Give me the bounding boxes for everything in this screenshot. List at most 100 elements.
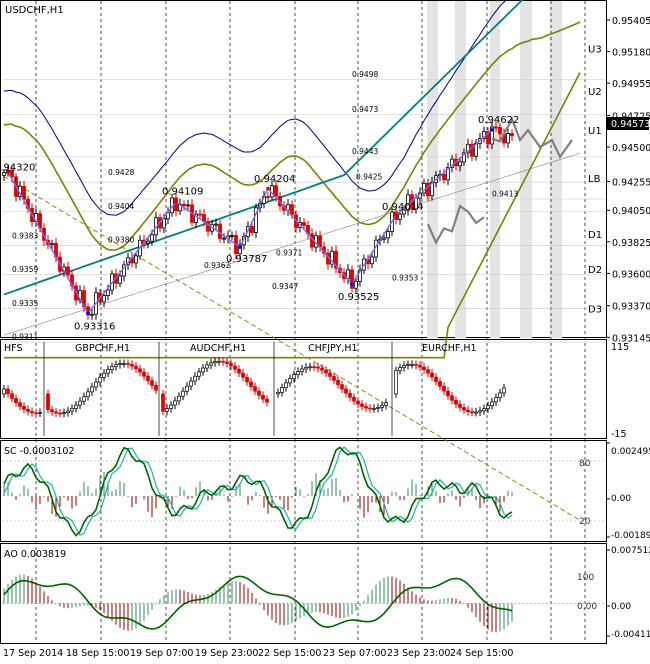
cross-body-2-25 xyxy=(261,394,265,400)
stoch-left-tick-80: 80 xyxy=(579,459,591,469)
cross-body-1-27 xyxy=(154,385,158,391)
cross-body-3-5 xyxy=(296,371,300,376)
forecast-path-0 xyxy=(491,116,573,160)
cross-body-4-11 xyxy=(438,381,442,387)
time-gridlines xyxy=(35,1,586,643)
candle-body-16 xyxy=(66,266,70,276)
cross-body-4-12 xyxy=(442,385,446,392)
candle-body-115 xyxy=(462,152,466,163)
cross-body-1-4 xyxy=(62,412,66,414)
cross-body-0-4 xyxy=(18,402,22,407)
ao-right-tick-bottom: -0.004114 xyxy=(611,630,650,640)
level-label-13: 0.9425 xyxy=(356,172,382,181)
cross-body-2-0 xyxy=(161,393,165,412)
cross-tag-1: GBPCHF,H1 xyxy=(75,343,130,354)
cross-body-3-7 xyxy=(304,367,308,370)
cross-body-2-21 xyxy=(245,377,249,383)
cross-body-4-6 xyxy=(418,364,422,368)
candle-body-45 xyxy=(182,203,186,207)
future-shade-0 xyxy=(427,1,438,338)
cross-body-4-24 xyxy=(490,401,494,406)
cross-body-1-21 xyxy=(130,363,134,367)
cross-body-3-14 xyxy=(332,376,336,381)
cross-body-1-18 xyxy=(118,363,122,366)
candle-body-117 xyxy=(470,143,474,157)
level-label-4: 0.9359 xyxy=(12,265,38,274)
price-tick-label-3: 0.94725 xyxy=(612,111,650,122)
cross-tag-4: EURCHF,H1 xyxy=(422,343,477,354)
cross-body-3-17 xyxy=(344,388,348,394)
cross-body-1-20 xyxy=(126,363,130,365)
last-price-box xyxy=(607,117,649,130)
cross-body-1-8 xyxy=(78,400,82,406)
candle-body-53 xyxy=(214,223,218,226)
level-label-12: 0.9443 xyxy=(352,147,378,156)
candle-body-43 xyxy=(174,197,178,212)
future-shade-2 xyxy=(490,1,500,338)
cross-body-3-21 xyxy=(360,403,364,407)
cross-body-1-22 xyxy=(134,365,138,370)
ao-panel-frame xyxy=(0,543,607,644)
zigzag-pivot-0 xyxy=(6,170,10,175)
cross-body-3-1 xyxy=(280,387,284,393)
candle-body-75 xyxy=(302,222,306,226)
cross-body-2-11 xyxy=(205,364,209,369)
level-label-0: 0.9428 xyxy=(108,168,134,177)
cross-body-1-19 xyxy=(122,363,126,365)
stoch-left-tick-20: 20 xyxy=(579,517,591,527)
cross-body-2-4 xyxy=(177,395,181,402)
candle-body-114 xyxy=(458,161,462,167)
level-label-11: 0.9473 xyxy=(352,105,378,114)
cross-body-1-9 xyxy=(82,396,86,402)
upper-band-inner xyxy=(3,21,581,251)
cross-body-0-8 xyxy=(34,412,38,415)
cross-body-4-1 xyxy=(398,367,402,371)
cross-body-3-15 xyxy=(336,380,340,385)
level-label-6: 0.9311 xyxy=(12,333,38,342)
cross-body-2-26 xyxy=(265,398,269,403)
candle-body-55 xyxy=(222,237,226,240)
time-label-2: 19 Sep 07:00 xyxy=(130,648,193,659)
zigzag-pivot-1 xyxy=(86,311,90,316)
cross-body-2-16 xyxy=(225,361,229,364)
pivot-label-1: 0.93316 xyxy=(74,321,115,332)
cross-body-1-7 xyxy=(74,404,78,409)
cross-body-4-2 xyxy=(402,365,406,368)
cross-body-2-15 xyxy=(221,360,225,363)
cross-body-4-14 xyxy=(450,395,454,401)
last-price-label: 0.94573 xyxy=(611,119,650,130)
cross-body-2-22 xyxy=(249,381,253,387)
candle-body-49 xyxy=(198,213,202,216)
candle-body-122 xyxy=(490,126,494,145)
cross-body-2-2 xyxy=(169,404,173,409)
cross-body-3-27 xyxy=(384,402,388,406)
cross-body-4-7 xyxy=(422,366,426,370)
cross-body-2-24 xyxy=(257,390,261,396)
cross-body-2-19 xyxy=(237,368,241,374)
cross-body-3-16 xyxy=(340,384,344,390)
future-shade-4 xyxy=(550,1,562,338)
cross-body-4-19 xyxy=(470,411,474,413)
candle-body-100 xyxy=(402,209,406,215)
candle-body-0 xyxy=(2,172,6,176)
cross-body-2-18 xyxy=(233,365,237,370)
cross-body-1-5 xyxy=(66,410,70,413)
candle-body-89 xyxy=(358,269,362,282)
cross-body-1-14 xyxy=(102,372,106,378)
price-tick-label-6: 0.94050 xyxy=(612,206,650,217)
level-label-5: 0.9335 xyxy=(12,299,38,308)
pivot-label-7: 0.94622 xyxy=(478,115,519,126)
cross-body-4-21 xyxy=(478,410,482,413)
band-label-lb: LB xyxy=(588,174,601,185)
cross-body-0-1 xyxy=(6,388,10,395)
candle-body-121 xyxy=(486,131,490,145)
band-label-u1: U1 xyxy=(588,126,602,137)
price-tick-label-4: 0.94500 xyxy=(612,143,650,154)
candle-body-68 xyxy=(274,185,278,197)
cross-tag-0: HFS xyxy=(4,343,22,354)
candle-body-123 xyxy=(494,126,498,129)
cross-body-1-2 xyxy=(54,411,58,414)
cross-body-4-25 xyxy=(494,397,498,403)
cross-body-2-13 xyxy=(213,361,217,364)
